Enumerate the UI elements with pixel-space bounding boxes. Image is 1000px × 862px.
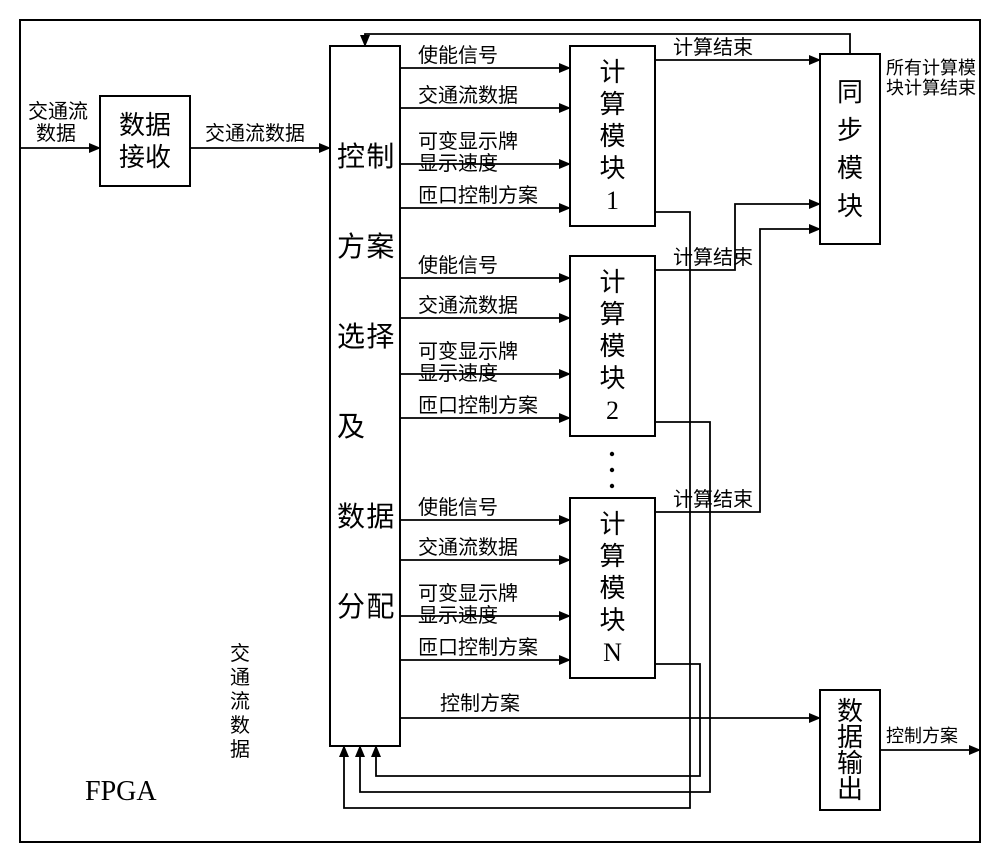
: 块 — [599, 154, 625, 183]
: 算 — [599, 300, 625, 329]
: 计算结束 — [673, 246, 753, 269]
: 可变显示牌 — [418, 582, 518, 605]
: 数 — [337, 501, 365, 533]
ctrl-scheme-label: 控制方案 — [440, 692, 520, 715]
: 模 — [837, 154, 863, 183]
: 可变显示牌 — [418, 340, 518, 363]
: 出 — [837, 775, 863, 804]
: N — [603, 638, 622, 667]
: 可变显示牌 — [418, 130, 518, 153]
: 算 — [599, 542, 625, 571]
: 选 — [337, 321, 365, 353]
: 模 — [599, 574, 625, 603]
: 计算结束 — [673, 488, 753, 511]
: 显示速度 — [418, 152, 498, 175]
: 模 — [599, 122, 625, 151]
: 流 — [230, 690, 250, 713]
ext-in-l1: 交通流 — [28, 100, 88, 123]
: 数 — [837, 697, 863, 726]
: 块 — [599, 364, 625, 393]
: 据 — [366, 501, 394, 533]
: 通 — [230, 666, 250, 689]
: 匝口控制方案 — [418, 636, 538, 659]
: 算 — [599, 90, 625, 119]
: 块 — [837, 192, 863, 221]
: 制 — [366, 141, 394, 173]
: 步 — [837, 116, 863, 145]
ext-in-l2: 数据 — [36, 122, 76, 145]
: 输 — [837, 749, 863, 778]
: 块 — [599, 606, 625, 635]
: 使能信号 — [418, 254, 498, 277]
data-rx-l1: 数据 — [119, 111, 171, 140]
: 数 — [230, 714, 250, 737]
: 交通流数据 — [418, 536, 518, 559]
diagram-canvas: FPGA数据接收控制方案选择及数据分配计算模块1计算模块2计算模块N同步模块数据… — [0, 0, 1000, 862]
: 控 — [337, 141, 365, 173]
: 交 — [230, 642, 250, 665]
: 交通流数据 — [418, 84, 518, 107]
: 分 — [337, 592, 365, 623]
out-scheme-label: 控制方案 — [886, 726, 958, 746]
: 所有计算模 — [886, 58, 976, 78]
: 交通流数据 — [418, 294, 518, 317]
: 配 — [366, 592, 394, 623]
: 显示速度 — [418, 362, 498, 385]
: 据 — [837, 723, 863, 752]
: 计算结束 — [673, 36, 753, 59]
: 计 — [599, 510, 625, 539]
: 及 — [337, 412, 365, 443]
: 案 — [366, 231, 394, 263]
box-data-rx — [100, 96, 190, 186]
: 匝口控制方案 — [418, 394, 538, 417]
: 匝口控制方案 — [418, 184, 538, 207]
rx-to-ctrl-label: 交通流数据 — [205, 122, 305, 145]
: 计 — [599, 58, 625, 87]
: 计 — [599, 268, 625, 297]
: 使能信号 — [418, 44, 498, 67]
: 据 — [230, 738, 250, 761]
: 模 — [599, 332, 625, 361]
: 显示速度 — [418, 604, 498, 627]
: 方 — [337, 231, 365, 263]
fpga-label: FPGA — [85, 776, 157, 807]
: 1 — [606, 186, 619, 215]
: 同 — [837, 78, 863, 107]
data-rx-l2: 接收 — [119, 143, 171, 172]
: 2 — [606, 396, 619, 425]
: 择 — [366, 321, 394, 353]
: 块计算结束 — [886, 78, 976, 98]
: 使能信号 — [418, 496, 498, 519]
